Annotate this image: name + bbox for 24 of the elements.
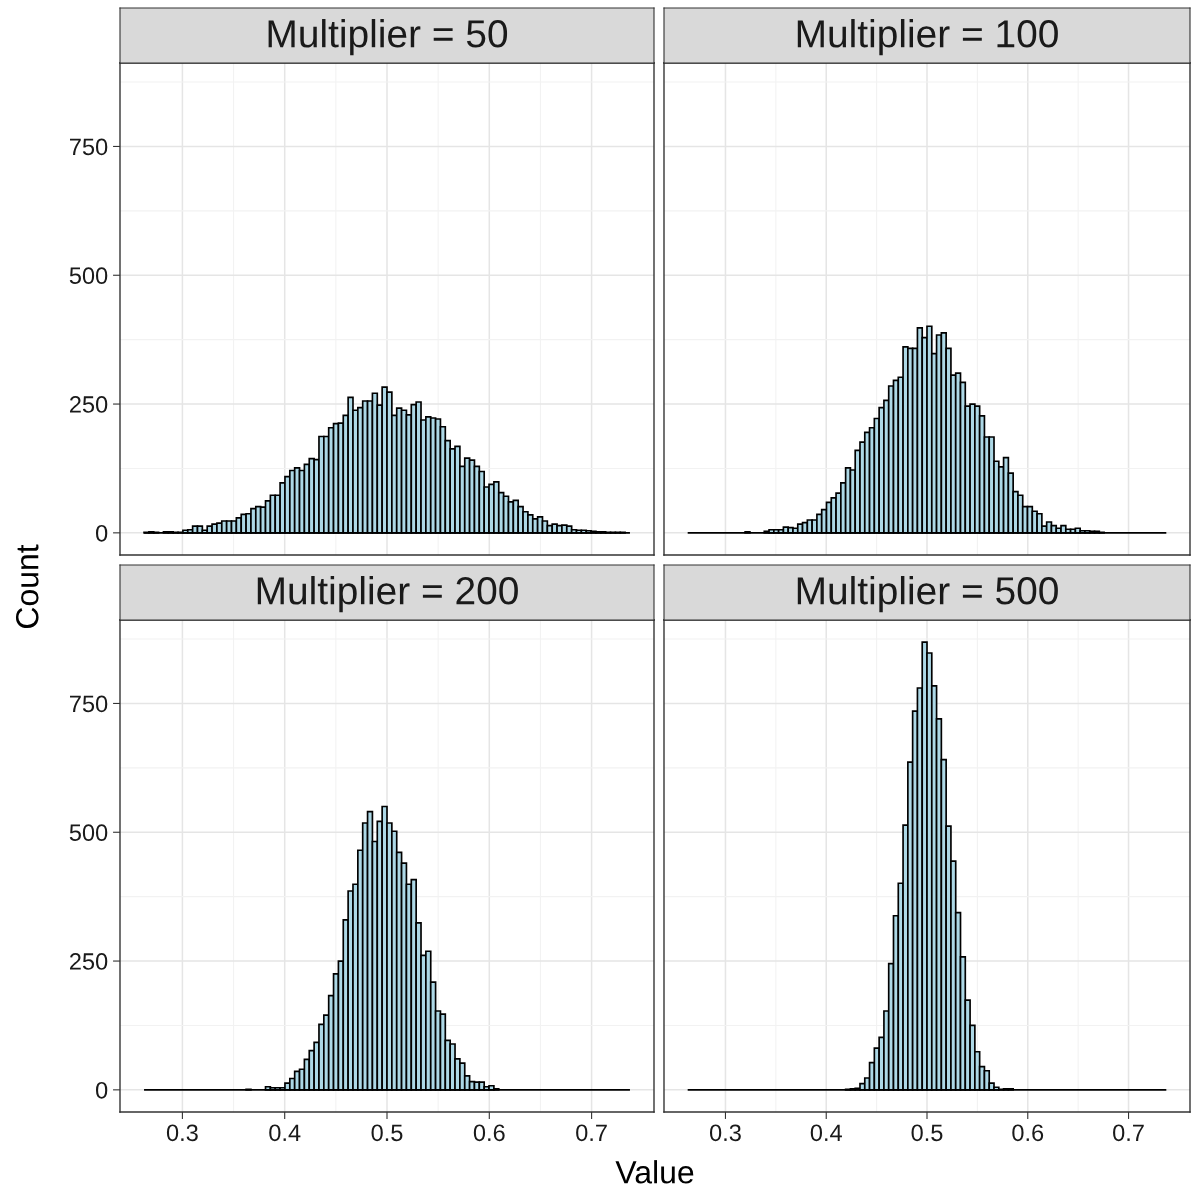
y-tick-label: 250 [69,396,108,413]
x-tick-label: 0.3 [709,1124,741,1142]
y-axis-title: Count [15,544,39,628]
y-tick-label: 0 [95,524,108,542]
y-tick-label: 0 [95,1081,108,1099]
x-tick-label: 0.5 [371,1124,403,1142]
x-tick-label: 0.3 [166,1124,198,1142]
x-tick-label: 0.6 [473,1124,505,1142]
y-tick-label: 750 [70,695,108,713]
x-axis-title: Value [615,1160,694,1184]
y-tick-label: 500 [69,267,108,285]
x-tick-label: 0.6 [1012,1124,1044,1142]
x-tick-label: 0.4 [810,1124,842,1142]
y-tick-label: 250 [69,953,108,970]
y-tick-label: 750 [70,138,108,156]
chart-title: Multiplier = 200 [257,576,518,613]
x-tick-label: 0.4 [269,1124,301,1142]
chart-title: Multiplier = 50 [268,19,508,56]
y-tick-label: 500 [69,824,108,842]
chart-title: Multiplier = 500 [797,576,1058,613]
chart-title: Multiplier = 100 [797,19,1058,56]
x-tick-label: 0.7 [576,1124,607,1142]
x-tick-label: 0.5 [911,1124,943,1142]
x-tick-label: 0.7 [1113,1124,1144,1142]
